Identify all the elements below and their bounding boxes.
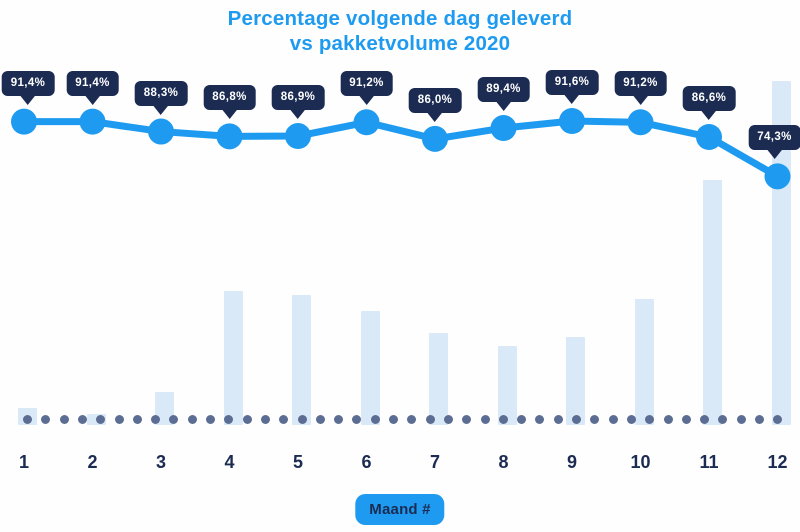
volume-bar bbox=[566, 336, 585, 425]
chart-title: Percentage volgende dag geleverd vs pakk… bbox=[0, 6, 800, 56]
data-point-marker bbox=[79, 108, 106, 135]
baseline-dot bbox=[553, 414, 563, 424]
x-tick-label: 10 bbox=[630, 452, 651, 472]
volume-bar bbox=[634, 299, 654, 425]
baseline-dot bbox=[480, 414, 490, 424]
data-label-callout: 91,2% bbox=[614, 71, 667, 97]
data-point-marker bbox=[11, 108, 37, 135]
x-tick-label: 9 bbox=[566, 452, 578, 472]
data-label-callout: 91,4% bbox=[1, 70, 55, 96]
baseline-dot bbox=[297, 414, 307, 424]
volume-bar bbox=[155, 391, 174, 425]
baseline-dot bbox=[645, 414, 655, 424]
data-point-marker bbox=[490, 115, 517, 142]
x-tick-label: 2 bbox=[87, 452, 98, 472]
data-point-marker bbox=[559, 108, 585, 134]
baseline-dot bbox=[352, 414, 362, 424]
baseline-dot bbox=[242, 414, 252, 424]
volume-bar bbox=[223, 290, 243, 425]
baseline-dot bbox=[498, 414, 508, 424]
x-axis-label-badge: Maand # bbox=[355, 494, 445, 525]
baseline-dot bbox=[334, 414, 344, 424]
baseline-dot bbox=[736, 414, 746, 424]
data-label-callout: 74,3% bbox=[748, 125, 800, 151]
baseline-dot bbox=[755, 414, 764, 424]
baseline-dot bbox=[425, 414, 435, 424]
baseline-dot bbox=[718, 414, 728, 424]
baseline-dot bbox=[517, 414, 527, 424]
baseline-dot bbox=[41, 414, 51, 424]
x-tick-label: 1 bbox=[18, 452, 30, 472]
data-label-callout: 89,4% bbox=[477, 77, 530, 103]
x-tick-label: 3 bbox=[155, 452, 167, 472]
data-point-marker bbox=[285, 123, 311, 150]
baseline-dot bbox=[608, 414, 618, 424]
volume-bar bbox=[86, 413, 106, 425]
data-point-marker bbox=[216, 123, 243, 150]
baseline-dot bbox=[443, 414, 453, 424]
baseline-dot bbox=[187, 414, 197, 424]
baseline-dot bbox=[151, 414, 161, 424]
baseline-dot bbox=[114, 414, 124, 424]
baseline-dot bbox=[59, 414, 69, 424]
baseline-dot bbox=[132, 414, 142, 424]
baseline-dot bbox=[407, 414, 417, 424]
data-label-callout: 91,4% bbox=[66, 70, 119, 96]
data-point-marker bbox=[148, 118, 174, 145]
volume-bar bbox=[360, 311, 380, 425]
volume-bar bbox=[497, 345, 517, 425]
chart-title-line2: vs pakketvolume 2020 bbox=[289, 32, 511, 55]
data-label-callout: 86,6% bbox=[682, 86, 736, 111]
baseline-dot bbox=[206, 414, 215, 424]
data-label-callout: 88,3% bbox=[134, 80, 188, 106]
data-label-callout: 86,8% bbox=[203, 85, 256, 111]
x-tick-label: 6 bbox=[361, 452, 372, 472]
volume-bar bbox=[292, 294, 311, 425]
data-point-marker bbox=[764, 163, 791, 190]
chart-title-line1: Percentage volgende dag geleverd bbox=[227, 7, 573, 30]
baseline-dot bbox=[23, 414, 32, 424]
x-tick-label: 5 bbox=[292, 452, 304, 472]
data-point-marker bbox=[422, 125, 448, 152]
data-label-callout: 86,0% bbox=[408, 87, 462, 113]
baseline-dot bbox=[681, 414, 691, 424]
x-tick-label: 8 bbox=[498, 452, 509, 472]
x-tick-label: 7 bbox=[429, 452, 441, 472]
baseline-dot bbox=[663, 414, 673, 424]
baseline-dot bbox=[77, 414, 87, 424]
data-label-callout: 86,9% bbox=[271, 85, 325, 111]
baseline-dot bbox=[773, 414, 783, 424]
baseline-dot bbox=[169, 414, 179, 424]
baseline-dot bbox=[389, 414, 398, 424]
baseline-dot bbox=[315, 414, 325, 424]
volume-bar bbox=[703, 180, 722, 425]
volume-bar bbox=[429, 333, 448, 425]
baseline-dot bbox=[462, 414, 472, 424]
baseline-dot bbox=[260, 414, 270, 424]
data-point-marker bbox=[696, 124, 722, 150]
baseline-dot bbox=[224, 414, 234, 424]
data-point-marker bbox=[627, 109, 654, 136]
baseline-dot bbox=[279, 414, 289, 424]
baseline-dot bbox=[590, 414, 600, 424]
baseline-dot bbox=[535, 414, 545, 424]
x-tick-label: 12 bbox=[767, 452, 788, 472]
baseline-dot bbox=[370, 414, 380, 424]
baseline-dot bbox=[700, 414, 710, 424]
data-point-marker bbox=[353, 109, 380, 136]
data-label-callout: 91,2% bbox=[340, 71, 393, 97]
data-label-callout: 91,6% bbox=[545, 70, 599, 95]
baseline-dot bbox=[572, 414, 581, 424]
baseline-dot bbox=[626, 414, 636, 424]
x-tick-label: 4 bbox=[224, 452, 235, 472]
x-tick-label: 11 bbox=[699, 452, 719, 472]
baseline-dot bbox=[96, 414, 106, 424]
delivery-line bbox=[20, 117, 781, 180]
